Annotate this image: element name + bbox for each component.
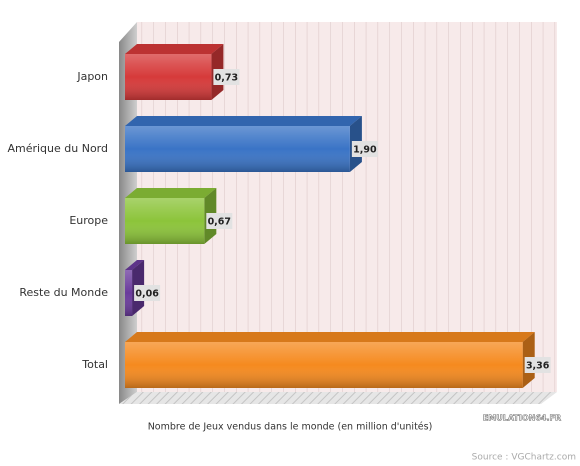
value-label-box	[213, 69, 240, 85]
bar	[125, 44, 224, 100]
bar-top-shade	[125, 44, 224, 54]
x-axis-label: Nombre de Jeux vendus dans le monde (en …	[148, 422, 433, 433]
value-label: 0,67	[208, 217, 231, 228]
value-label: 1,90	[353, 145, 377, 156]
value-label-box	[524, 357, 551, 373]
bar	[125, 332, 535, 388]
bar	[125, 188, 217, 244]
floor	[119, 392, 557, 404]
value-label-box	[206, 213, 233, 229]
value-label: 0,73	[215, 73, 238, 84]
bar-front-shade	[125, 270, 133, 316]
bar-front-shade	[125, 54, 212, 100]
y-tick-label: Total	[81, 358, 108, 371]
bar-top-shade	[125, 116, 362, 126]
value-label: 0,06	[135, 289, 159, 300]
bar-top	[125, 116, 362, 126]
bar-front-shade	[125, 198, 205, 244]
y-tick-label: Amérique du Nord	[7, 142, 108, 155]
bar	[125, 116, 362, 172]
bar-top-shade	[125, 260, 145, 270]
bar-top-shade	[125, 188, 217, 198]
source: Source : VGChartz.com	[472, 453, 576, 463]
y-tick-label: Japon	[76, 70, 108, 83]
watermark: EMULATION64.FR	[483, 414, 561, 423]
y-tick-label: Reste du Monde	[19, 286, 108, 299]
value-label-box	[351, 141, 378, 157]
value-label: 3,36	[526, 361, 550, 372]
bar-top	[125, 260, 145, 270]
bar-top	[125, 188, 217, 198]
bar-top-shade	[125, 332, 535, 342]
value-label-box	[134, 285, 161, 301]
bar-top	[125, 332, 535, 342]
y-tick-label: Europe	[69, 214, 108, 227]
bar-front-shade	[125, 126, 350, 172]
bar-top	[125, 44, 224, 54]
bar-front-shade	[125, 342, 523, 388]
